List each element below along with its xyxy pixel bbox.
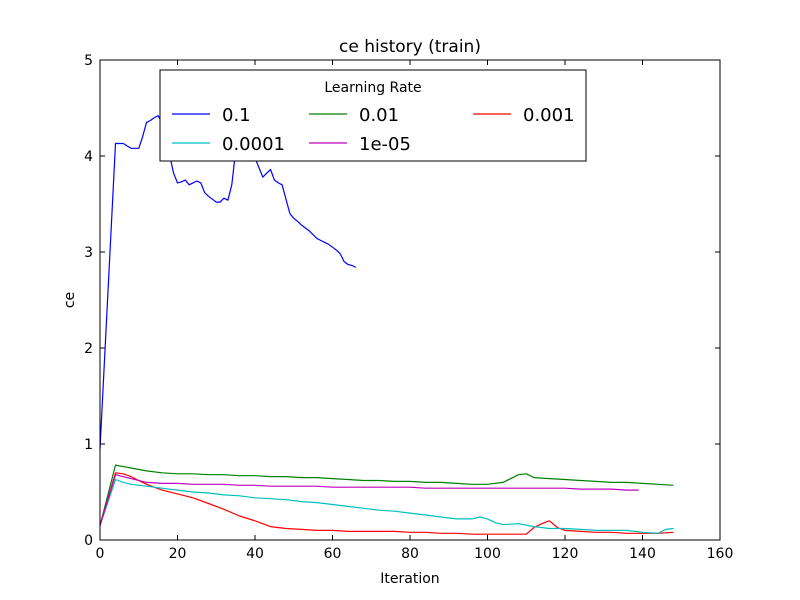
x-tick-label: 40: [246, 546, 264, 562]
series-line-3: [99, 478, 674, 534]
legend-title: Learning Rate: [324, 80, 421, 96]
y-tick-label: 1: [84, 437, 93, 453]
series-line-1: [99, 464, 674, 526]
x-tick-label: 120: [552, 546, 579, 562]
y-tick-label: 4: [84, 149, 93, 165]
series-line-2: [99, 472, 674, 535]
y-tick-label: 3: [84, 245, 93, 261]
series-line-4: [99, 474, 639, 526]
x-axis-label: Iteration: [380, 571, 439, 587]
legend-label-2: 0.001: [523, 105, 575, 126]
chart-title: ce history (train): [339, 37, 481, 57]
y-axis-label: ce: [62, 292, 78, 308]
x-tick-label: 160: [707, 546, 734, 562]
series-line-0: [99, 115, 357, 449]
legend: Learning Rate 0.1 0.01 0.001 0.0001 1e-05: [159, 69, 587, 162]
y-tick-label: 0: [84, 533, 93, 549]
legend-label-3: 0.0001: [222, 134, 285, 155]
x-tick-label: 80: [401, 546, 419, 562]
ticks-layer: 0 20 40 60 80 100 120 140 160 0 1 2 3 4 5: [84, 53, 733, 562]
y-tick-label: 5: [84, 53, 93, 69]
y-tick-label: 2: [84, 341, 93, 357]
x-tick-label: 140: [629, 546, 656, 562]
plot-frame: [99, 59, 721, 541]
series-layer: [99, 115, 674, 535]
legend-box: [159, 69, 587, 162]
x-tick-label: 100: [474, 546, 501, 562]
x-tick-label: 20: [169, 546, 187, 562]
x-tick-label: 60: [324, 546, 342, 562]
x-tick-label: 0: [96, 546, 105, 562]
legend-label-0: 0.1: [222, 105, 251, 126]
legend-label-1: 0.01: [359, 105, 399, 126]
legend-label-4: 1e-05: [359, 134, 411, 155]
